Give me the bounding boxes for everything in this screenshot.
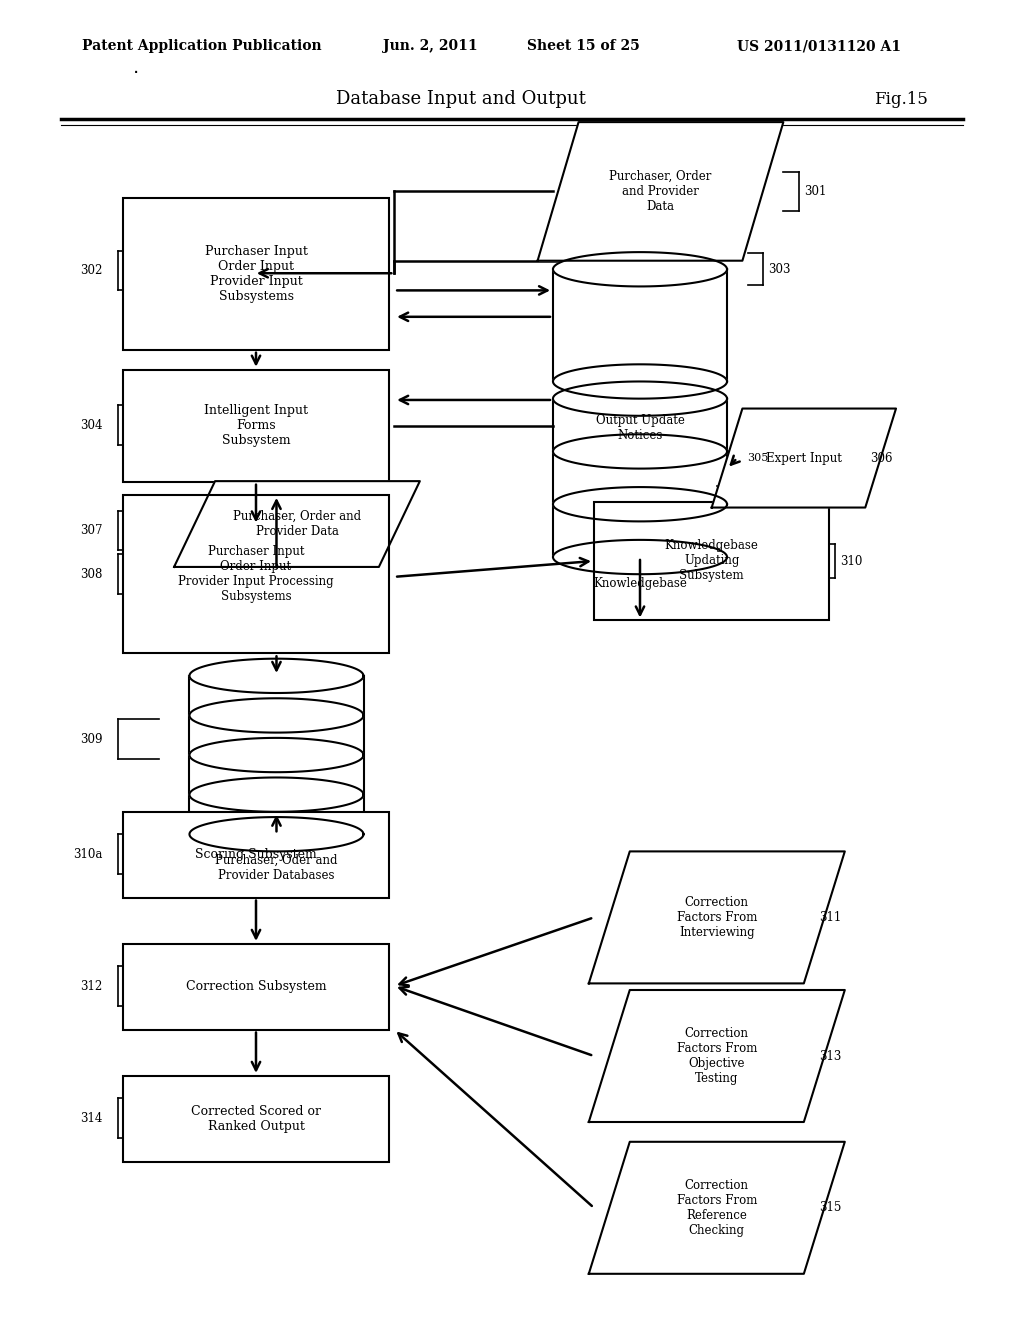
Text: Knowledgebase
Updating
Subsystem: Knowledgebase Updating Subsystem: [665, 540, 759, 582]
Text: 310: 310: [840, 554, 862, 568]
Text: Purchaser Input
Order Input
Provider Input
Subsystems: Purchaser Input Order Input Provider Inp…: [205, 246, 307, 302]
Polygon shape: [189, 738, 364, 772]
Polygon shape: [589, 851, 845, 983]
Polygon shape: [553, 487, 727, 521]
Polygon shape: [174, 482, 420, 568]
Text: Correction Subsystem: Correction Subsystem: [185, 981, 327, 993]
Polygon shape: [712, 409, 896, 507]
Text: US 2011/0131120 A1: US 2011/0131120 A1: [737, 40, 901, 53]
Bar: [189, 676, 364, 834]
Polygon shape: [553, 434, 727, 469]
Text: Scoring Subsystem: Scoring Subsystem: [196, 849, 316, 861]
Text: Expert Input: Expert Input: [766, 451, 842, 465]
FancyBboxPatch shape: [123, 1076, 389, 1162]
Text: Correction
Factors From
Objective
Testing: Correction Factors From Objective Testin…: [677, 1027, 757, 1085]
Polygon shape: [189, 659, 364, 693]
Text: 311: 311: [819, 911, 842, 924]
Text: 309: 309: [80, 733, 102, 746]
Polygon shape: [589, 990, 845, 1122]
Text: Correction
Factors From
Reference
Checking: Correction Factors From Reference Checki…: [677, 1179, 757, 1237]
Text: 305: 305: [737, 462, 760, 475]
FancyBboxPatch shape: [123, 495, 389, 653]
Text: 310a: 310a: [73, 847, 102, 861]
Polygon shape: [553, 252, 727, 286]
Text: Purchaser, Order and
Provider Data: Purchaser, Order and Provider Data: [232, 510, 361, 539]
Text: 302: 302: [80, 264, 102, 277]
Bar: [553, 399, 727, 557]
FancyBboxPatch shape: [123, 198, 389, 350]
Text: .: .: [133, 58, 139, 77]
Polygon shape: [189, 777, 364, 812]
Polygon shape: [538, 123, 783, 261]
Text: 301: 301: [804, 185, 826, 198]
FancyBboxPatch shape: [594, 502, 829, 620]
FancyBboxPatch shape: [123, 944, 389, 1030]
Text: 315: 315: [819, 1201, 842, 1214]
Polygon shape: [189, 698, 364, 733]
Text: Sheet 15 of 25: Sheet 15 of 25: [527, 40, 640, 53]
Text: 307: 307: [80, 524, 102, 537]
Text: Purchaser, Oder and
Provider Databases: Purchaser, Oder and Provider Databases: [215, 854, 338, 882]
Text: Database Input and Output: Database Input and Output: [336, 90, 586, 108]
Text: Purchaser Input
Order Input
Provider Input Processing
Subsystems: Purchaser Input Order Input Provider Inp…: [178, 545, 334, 603]
Polygon shape: [189, 817, 364, 851]
Polygon shape: [553, 364, 727, 399]
Text: 313: 313: [819, 1049, 842, 1063]
Text: Output Update
Notices: Output Update Notices: [596, 414, 684, 442]
Text: Correction
Factors From
Interviewing: Correction Factors From Interviewing: [677, 896, 757, 939]
Text: Knowledgebase: Knowledgebase: [593, 577, 687, 590]
Text: Purchaser, Order
and Provider
Data: Purchaser, Order and Provider Data: [609, 170, 712, 213]
Text: 306: 306: [870, 451, 893, 465]
Polygon shape: [589, 1142, 845, 1274]
Polygon shape: [553, 540, 727, 574]
Polygon shape: [553, 381, 727, 416]
Bar: [553, 269, 727, 381]
Text: Jun. 2, 2011: Jun. 2, 2011: [383, 40, 477, 53]
Text: 304: 304: [80, 418, 102, 432]
Text: 314: 314: [80, 1111, 102, 1125]
Text: 308: 308: [80, 568, 102, 581]
Text: Fig.15: Fig.15: [874, 91, 928, 107]
Text: Corrected Scored or
Ranked Output: Corrected Scored or Ranked Output: [191, 1105, 321, 1133]
Text: 305: 305: [746, 453, 768, 463]
FancyBboxPatch shape: [123, 370, 389, 482]
Text: 303: 303: [768, 263, 791, 276]
Text: Intelligent Input
Forms
Subsystem: Intelligent Input Forms Subsystem: [204, 404, 308, 447]
FancyBboxPatch shape: [123, 812, 389, 898]
Text: 312: 312: [80, 979, 102, 993]
Text: Patent Application Publication: Patent Application Publication: [82, 40, 322, 53]
